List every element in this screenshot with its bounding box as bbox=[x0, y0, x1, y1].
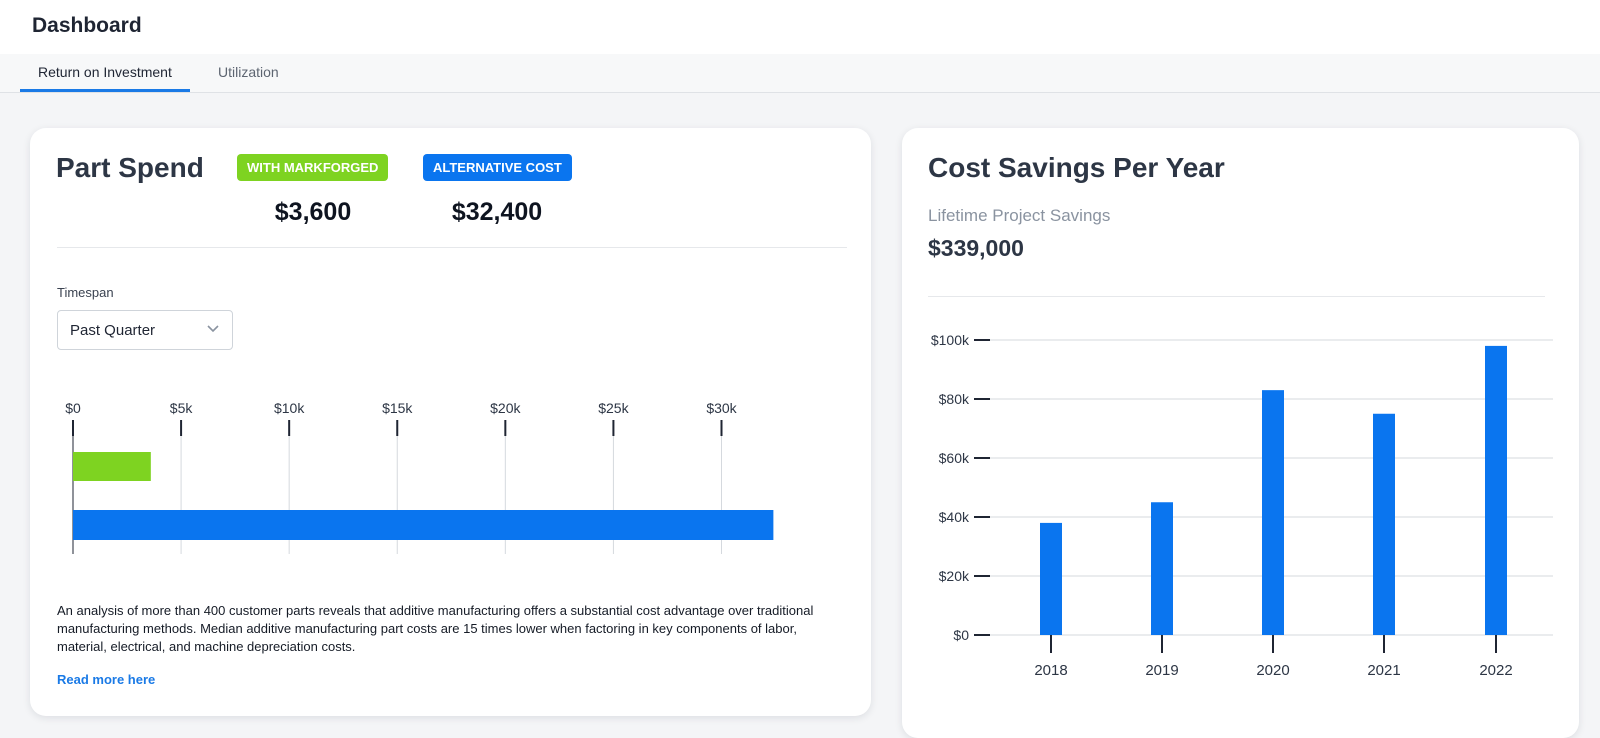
timespan-select[interactable]: Past Quarter bbox=[57, 310, 233, 350]
card-divider bbox=[57, 247, 847, 248]
tick-label: $40k bbox=[939, 509, 970, 525]
amount-with-markforged: $3,600 bbox=[274, 198, 352, 226]
lifetime-savings-value: $339,000 bbox=[928, 235, 1024, 261]
x-tick-label: 2022 bbox=[1479, 662, 1512, 679]
tick-label: $20k bbox=[939, 568, 970, 584]
part-spend-card: Part Spend WITH MARKFORGED ALTERNATIVE C… bbox=[30, 128, 871, 716]
x-tick-label: 2020 bbox=[1256, 662, 1289, 679]
bar-2018 bbox=[1040, 522, 1062, 635]
tick-label: $25k bbox=[598, 400, 629, 416]
x-tick-label: 2019 bbox=[1145, 662, 1178, 679]
x-tick-label: 2021 bbox=[1367, 662, 1400, 679]
x-tick-label: 2018 bbox=[1034, 662, 1067, 679]
bar-2019 bbox=[1151, 502, 1173, 635]
bar-2020 bbox=[1262, 390, 1284, 635]
cost-savings-card: Cost Savings Per Year Lifetime Project S… bbox=[902, 128, 1579, 738]
read-more-link[interactable]: Read more here bbox=[57, 672, 156, 687]
amount-alternative-cost: $32,400 bbox=[451, 198, 543, 226]
tick-label: $5k bbox=[170, 400, 194, 416]
tick-label: $100k bbox=[931, 332, 970, 348]
cost-savings-title: Cost Savings Per Year bbox=[928, 152, 1225, 183]
chevron-down-icon bbox=[207, 325, 219, 333]
part-spend-description: An analysis of more than 400 customer pa… bbox=[57, 603, 814, 654]
bar-2021 bbox=[1373, 413, 1395, 635]
tick-label: $60k bbox=[939, 450, 970, 466]
lifetime-savings-label: Lifetime Project Savings bbox=[928, 206, 1111, 225]
part-spend-title: Part Spend bbox=[56, 152, 204, 183]
bar-2022 bbox=[1485, 345, 1507, 635]
tick-label: $0 bbox=[953, 627, 969, 643]
tab-utilization[interactable]: Utilization bbox=[218, 64, 279, 80]
part-spend-chart: $0 $5k $10k $15k $20k $25k $30k bbox=[65, 400, 774, 554]
badge-alternative-cost: ALTERNATIVE COST bbox=[423, 154, 572, 181]
top-bar: Dashboard bbox=[0, 0, 1600, 55]
page-title: Dashboard bbox=[32, 14, 142, 37]
tick-label: $30k bbox=[706, 400, 737, 416]
tab-return-on-investment[interactable]: Return on Investment bbox=[20, 54, 190, 92]
cost-savings-chart: $0 $20k $40k $60k $80k $100k 2018 2019 2020 2021 2… bbox=[931, 332, 1553, 679]
tick-label: $0 bbox=[65, 400, 81, 416]
timespan-value: Past Quarter bbox=[70, 322, 156, 339]
bar-alternative-cost bbox=[73, 510, 774, 540]
tick-label: $15k bbox=[382, 400, 413, 416]
tick-label: $80k bbox=[939, 391, 970, 407]
tab-bar: Return on Investment Utilization bbox=[0, 54, 1600, 93]
tick-label: $20k bbox=[490, 400, 521, 416]
card-divider bbox=[928, 296, 1545, 297]
bar-with-markforged bbox=[73, 452, 151, 481]
timespan-label: Timespan bbox=[57, 285, 114, 300]
tick-label: $10k bbox=[274, 400, 305, 416]
badge-with-markforged: WITH MARKFORGED bbox=[237, 154, 389, 181]
